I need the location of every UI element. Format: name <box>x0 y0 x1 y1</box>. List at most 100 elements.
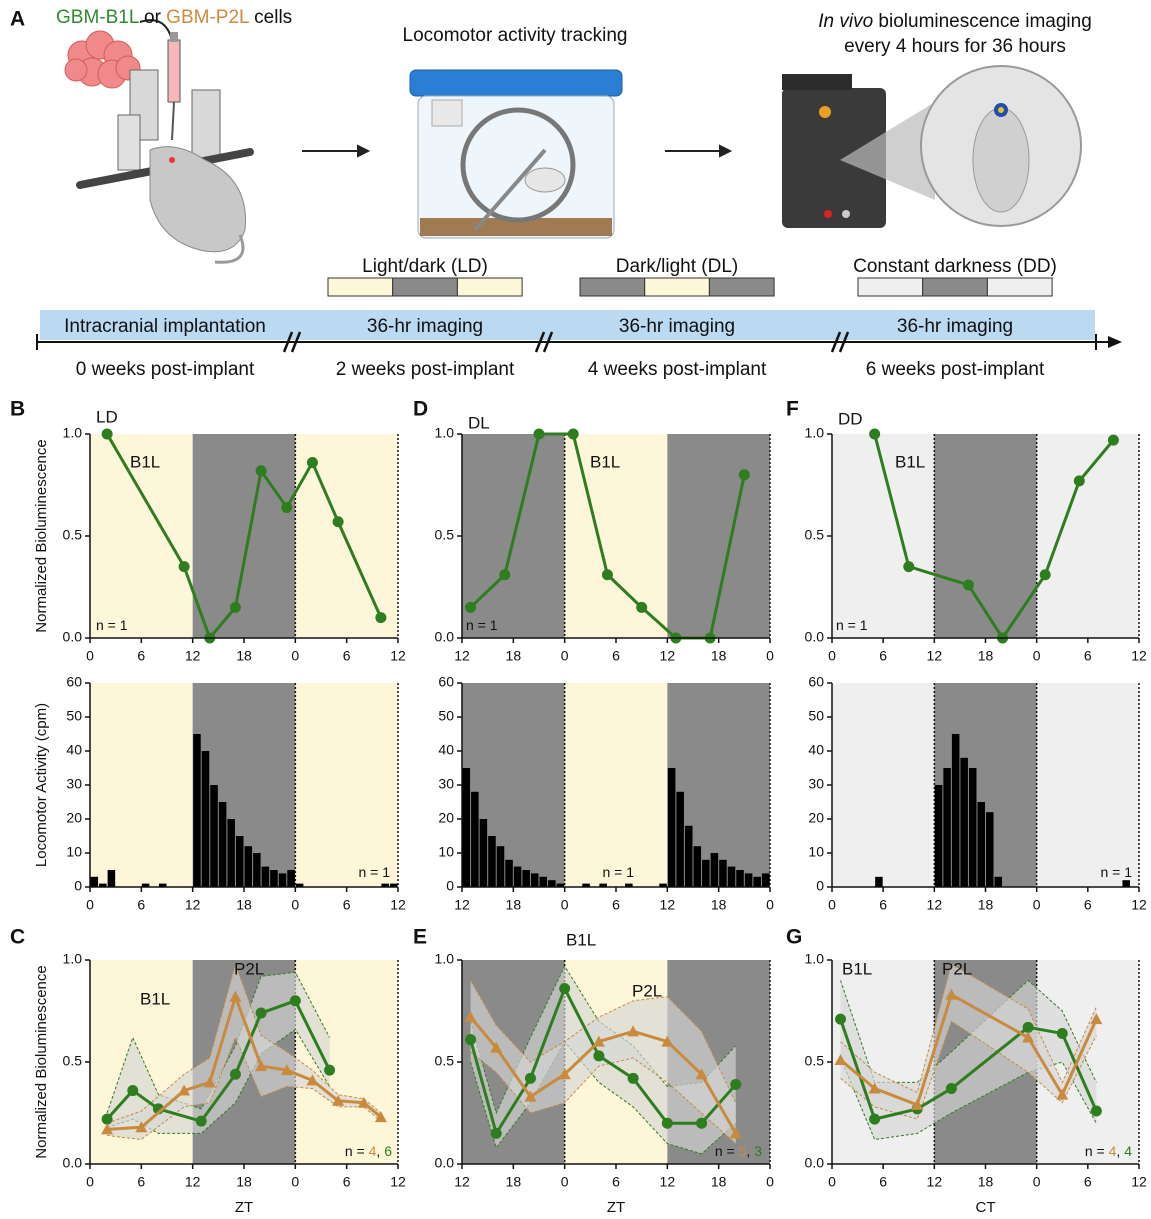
histogram-bar <box>514 867 522 887</box>
x-tick-label: 0 <box>828 897 836 913</box>
n-label: n = 1 <box>836 617 868 633</box>
y-tick-label: 0.0 <box>435 1155 455 1171</box>
data-point <box>835 1014 846 1025</box>
stage-label: Intracranial implantation <box>64 316 266 337</box>
stage-label: 36-hr imaging <box>619 316 735 337</box>
n-label: n = 1 <box>96 617 128 633</box>
x-tick-label: 12 <box>390 1174 406 1190</box>
histogram-bar <box>253 853 261 887</box>
x-tick-label: 6 <box>1084 897 1092 913</box>
data-point <box>499 569 510 580</box>
data-point <box>1040 569 1051 580</box>
phase-shading <box>832 683 934 887</box>
histogram-bar <box>995 877 1003 887</box>
stage-time: 4 weeks post-implant <box>588 359 767 380</box>
label-part: n = 1 <box>1100 864 1132 880</box>
data-point <box>602 569 613 580</box>
histogram-bar <box>219 802 227 887</box>
label-part: cells <box>249 7 292 28</box>
histogram-bar <box>676 792 684 887</box>
x-tick-label: 18 <box>236 648 252 664</box>
stage-time: 0 weeks post-implant <box>76 359 255 380</box>
y-tick-label: 60 <box>66 674 82 690</box>
histogram-bar <box>762 873 770 887</box>
label-part: n = 1 <box>466 617 498 633</box>
histogram-bar <box>270 870 278 887</box>
stage-label: 36-hr imaging <box>897 316 1013 337</box>
panel-label: G <box>786 926 802 949</box>
y-tick-label: 1.0 <box>805 425 825 441</box>
x-tick-label: 18 <box>506 648 522 664</box>
x-tick-label: 6 <box>343 897 351 913</box>
histogram-bar <box>702 860 710 887</box>
x-tick-label: 0 <box>291 897 299 913</box>
label-part: 6 <box>384 1143 392 1159</box>
y-tick-label: 0 <box>816 878 824 894</box>
data-point <box>628 1073 639 1084</box>
label-part: n = 1 <box>836 617 868 633</box>
data-point <box>256 465 267 476</box>
y-tick-label: 40 <box>66 742 82 758</box>
histogram-bar <box>236 836 244 887</box>
histogram-bar <box>935 785 943 887</box>
condition-label: Light/dark (LD) <box>362 256 488 277</box>
series-label: B1L <box>566 930 596 949</box>
condition-segment <box>328 278 393 296</box>
data-point <box>491 1128 502 1139</box>
data-point <box>869 1114 880 1125</box>
stage-time: 2 weeks post-implant <box>336 359 515 380</box>
data-point <box>946 1083 957 1094</box>
y-tick-label: 1.0 <box>63 425 83 441</box>
n-label: n = 1 <box>358 864 390 880</box>
x-tick-label: 18 <box>506 1174 522 1190</box>
x-tick-label: 18 <box>236 897 252 913</box>
histogram-bar <box>210 785 218 887</box>
histogram-bar <box>728 867 736 887</box>
x-axis-label: CT <box>976 1199 996 1216</box>
x-tick-label: 0 <box>86 648 94 664</box>
histogram-bar <box>505 860 513 887</box>
x-tick-label: 12 <box>927 1174 943 1190</box>
x-tick-label: 18 <box>978 648 994 664</box>
label-part: or <box>139 7 166 28</box>
x-tick-label: 12 <box>660 1174 676 1190</box>
x-tick-label: 6 <box>879 648 887 664</box>
y-tick-label: 0.5 <box>805 1053 825 1069</box>
y-tick-label: 0.0 <box>63 1155 83 1171</box>
histogram-bar <box>745 873 753 887</box>
label-part: bioluminescence imaging <box>873 11 1092 32</box>
histogram-bar <box>471 792 479 887</box>
histogram-bar <box>952 734 960 887</box>
histogram-bar <box>193 734 201 887</box>
x-tick-label: 0 <box>1033 648 1041 664</box>
label-part: n = 1 <box>358 864 390 880</box>
histogram-bar <box>108 870 116 887</box>
histogram-bar <box>227 819 235 887</box>
label-part: 4 <box>1109 1143 1117 1159</box>
x-tick-label: 12 <box>1131 648 1147 664</box>
n-label: n = 5, 3 <box>715 1143 762 1159</box>
label-part: n = <box>1085 1143 1109 1159</box>
x-tick-label: 12 <box>927 897 943 913</box>
y-tick-label: 30 <box>808 776 824 792</box>
chart-title: DL <box>468 413 490 432</box>
panel-label: F <box>786 398 799 421</box>
condition-label: Dark/light (DL) <box>616 256 738 277</box>
data-point <box>903 561 914 572</box>
x-tick-label: 0 <box>766 897 774 913</box>
data-point <box>1108 435 1119 446</box>
data-point <box>307 457 318 468</box>
y-tick-label: 0 <box>74 878 82 894</box>
imaging-subtitle: every 4 hours for 36 hours <box>844 36 1066 57</box>
figure: AGBM-B1L or GBM-P2L cellsLocomotor activ… <box>0 0 1151 1219</box>
data-point <box>739 469 750 480</box>
condition-segment <box>393 278 458 296</box>
y-tick-label: 0.0 <box>63 629 83 645</box>
histogram-bar <box>1122 880 1130 887</box>
data-point <box>290 995 301 1006</box>
x-tick-label: 12 <box>454 1174 470 1190</box>
x-tick-label: 0 <box>561 897 569 913</box>
y-tick-label: 60 <box>808 674 824 690</box>
label-part: n = 1 <box>96 617 128 633</box>
x-tick-label: 0 <box>1033 897 1041 913</box>
